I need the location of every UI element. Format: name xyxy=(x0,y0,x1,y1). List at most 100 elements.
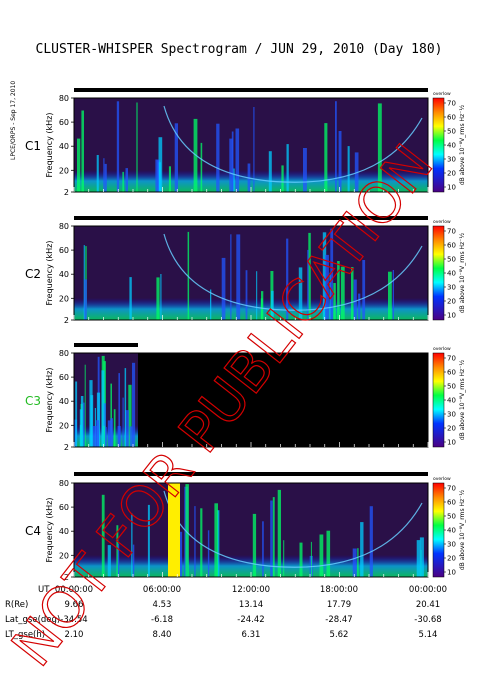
colorbar-tick-label: 70 xyxy=(447,355,456,363)
emission-streak xyxy=(214,503,218,577)
spectrogram-image xyxy=(74,226,428,320)
y-tick-label: 80 xyxy=(59,349,69,358)
emission-streak xyxy=(230,234,232,320)
emission-streak xyxy=(260,298,263,320)
emission-streak xyxy=(200,508,203,577)
emission-streak xyxy=(124,368,127,447)
colorbar xyxy=(432,482,445,578)
colorbar-tick-label: 20 xyxy=(447,298,456,306)
ephemeris-value: 6.31 xyxy=(242,630,261,640)
emission-streak xyxy=(168,166,171,192)
emission-streak xyxy=(388,271,392,320)
emission-streak xyxy=(83,245,85,320)
emission-streak xyxy=(104,163,107,192)
emission-streak xyxy=(245,270,248,320)
colorbar xyxy=(432,225,445,321)
emission-streak xyxy=(357,548,359,577)
emission-streak xyxy=(96,155,99,192)
emission-streak xyxy=(207,530,210,577)
emission-streak xyxy=(262,521,264,577)
colorbar-tick-label: 70 xyxy=(447,100,456,108)
emission-streak xyxy=(122,397,124,447)
emission-streak xyxy=(325,254,329,320)
emission-streak xyxy=(128,384,132,447)
emission-streak xyxy=(129,426,133,447)
spectrogram-image xyxy=(74,353,138,447)
y-tick-label: 40 xyxy=(59,527,69,536)
colorbar-title: overlow xyxy=(433,219,451,225)
colorbar-tick-label: 40 xyxy=(447,527,456,535)
colorbar-label: dB above 10⁻⁸V_rms Hz⁻½ xyxy=(459,233,466,314)
emission-streak xyxy=(194,506,196,577)
spacecraft-label: C1 xyxy=(25,139,41,153)
colorbar-tick-label: 60 xyxy=(447,242,456,250)
emission-streak xyxy=(392,270,394,320)
y-tick-label: 2 xyxy=(64,316,69,325)
emission-streak xyxy=(77,138,81,192)
ephemeris-row-label: UT xyxy=(38,585,50,595)
emission-streak xyxy=(118,373,120,447)
emission-streak xyxy=(319,534,324,577)
y-tick-label: 60 xyxy=(59,373,69,382)
spectrogram-image xyxy=(74,483,428,577)
emission-streak xyxy=(229,138,233,192)
emission-streak xyxy=(216,123,220,192)
emission-streak xyxy=(283,540,285,577)
colorbar-title: overlow xyxy=(433,91,451,97)
figure-title: CLUSTER-WHISPER Spectrogram / JUN 29, 20… xyxy=(36,42,443,57)
ephemeris-row-label: Lat_gse(deg) xyxy=(5,615,60,625)
y-tick-label: 80 xyxy=(59,222,69,231)
emission-streak xyxy=(329,272,331,320)
emission-streak xyxy=(131,513,133,577)
emission-streak xyxy=(330,228,334,320)
colorbar-label: dB above 10⁻⁸V_rms Hz⁻½ xyxy=(459,360,466,441)
y-tick-label: 2 xyxy=(64,573,69,582)
ephemeris-value: 12:00:00 xyxy=(232,585,270,595)
colorbar-title: overlow xyxy=(433,346,451,352)
ephemeris-value: 5.62 xyxy=(330,630,349,640)
emission-streak xyxy=(358,293,361,320)
y-tick-label: 20 xyxy=(59,294,69,303)
y-tick-label: 60 xyxy=(59,503,69,512)
emission-streak xyxy=(132,362,136,447)
emission-streak xyxy=(160,274,162,320)
emission-streak xyxy=(107,420,112,447)
ephemeris-value: 9.66 xyxy=(65,600,84,610)
intense-emission-band xyxy=(168,483,180,577)
ephemeris-value: 20.41 xyxy=(416,600,440,610)
ephemeris-value: 8.40 xyxy=(153,630,172,640)
emission-streak xyxy=(136,102,138,192)
ephemeris-value: 00:00:00 xyxy=(409,585,447,595)
y-axis-label: Frequency (kHz) xyxy=(45,368,54,433)
colorbar-tick-label: 70 xyxy=(447,228,456,236)
emission-streak xyxy=(132,544,135,577)
emission-streak xyxy=(110,418,113,447)
emission-streak xyxy=(338,131,342,192)
emission-streak xyxy=(129,277,132,320)
emission-streak xyxy=(347,146,350,192)
ephemeris-value: -24.42 xyxy=(237,615,264,625)
colorbar-tick-label: 40 xyxy=(447,270,456,278)
emission-streak xyxy=(271,290,274,320)
panel-c2: 80 60 40 20 2 Frequency (kHz) C2 overlow 70 60 50 4… xyxy=(25,216,466,325)
emission-streak xyxy=(235,128,240,192)
emission-streak xyxy=(157,162,161,192)
emission-streak xyxy=(310,541,312,577)
ephemeris-value: -30.68 xyxy=(414,615,441,625)
emission-streak xyxy=(125,410,129,447)
ephemeris-table: UT 00:00:00 06:00:00 12:00:00 18:00:00 00:00:… xyxy=(5,585,447,640)
spacecraft-label: C3 xyxy=(25,394,41,408)
emission-streak xyxy=(351,267,354,320)
data-availability-bar xyxy=(74,216,428,220)
emission-streak xyxy=(105,427,107,447)
colorbar-tick-label: 50 xyxy=(447,256,456,264)
emission-streak xyxy=(335,101,337,192)
emission-streak xyxy=(122,171,124,192)
emission-streak xyxy=(185,484,189,577)
y-tick-label: 80 xyxy=(59,479,69,488)
ephemeris-value: 00:00:00 xyxy=(55,585,93,595)
emission-streak xyxy=(221,257,226,320)
emission-streak xyxy=(75,381,78,447)
emission-streak xyxy=(79,424,83,447)
